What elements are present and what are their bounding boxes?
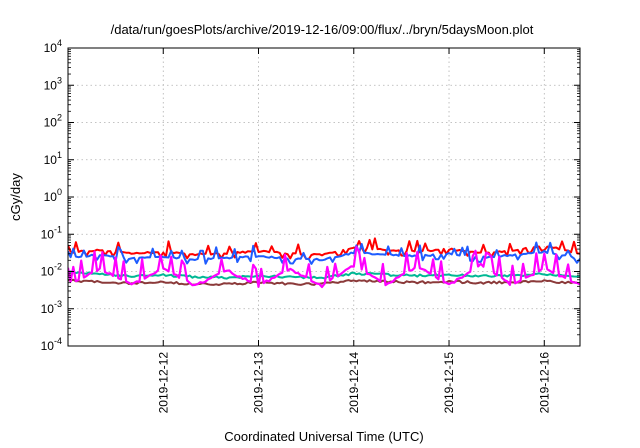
- axis-ticks: 10-4 10-3 10-2 10-1 100 101 102 103 104 2019-12-1…: [41, 38, 580, 413]
- y-axis-label: cGy/day: [8, 173, 23, 221]
- y-tick-label: 10-4: [41, 336, 62, 353]
- x-tick-label: 2019-12-15: [442, 352, 456, 414]
- y-tick-label: 103: [44, 75, 62, 92]
- y-tick-label: 102: [44, 113, 62, 130]
- x-tick-label: 2019-12-14: [347, 352, 361, 414]
- series-line-5: [68, 245, 580, 289]
- series-layer: [68, 237, 580, 289]
- y-tick-label: 100: [44, 187, 62, 204]
- grid: [68, 48, 580, 346]
- y-tick-label: 10-2: [41, 262, 62, 279]
- x-tick-label: 2019-12-13: [252, 352, 266, 414]
- series-line-3: [68, 270, 580, 280]
- chart-title: /data/run/goesPlots/archive/2019-12-16/0…: [111, 22, 534, 37]
- x-tick-label: 2019-12-12: [156, 352, 170, 414]
- series-line-4: [68, 278, 580, 286]
- y-tick-label: 101: [44, 150, 62, 167]
- x-tick-label: 2019-12-16: [537, 352, 551, 414]
- y-tick-label: 10-3: [41, 299, 62, 316]
- x-axis-label: Coordinated Universal Time (UTC): [224, 429, 423, 444]
- y-tick-label: 10-1: [41, 224, 62, 241]
- y-tick-label: 104: [44, 38, 62, 55]
